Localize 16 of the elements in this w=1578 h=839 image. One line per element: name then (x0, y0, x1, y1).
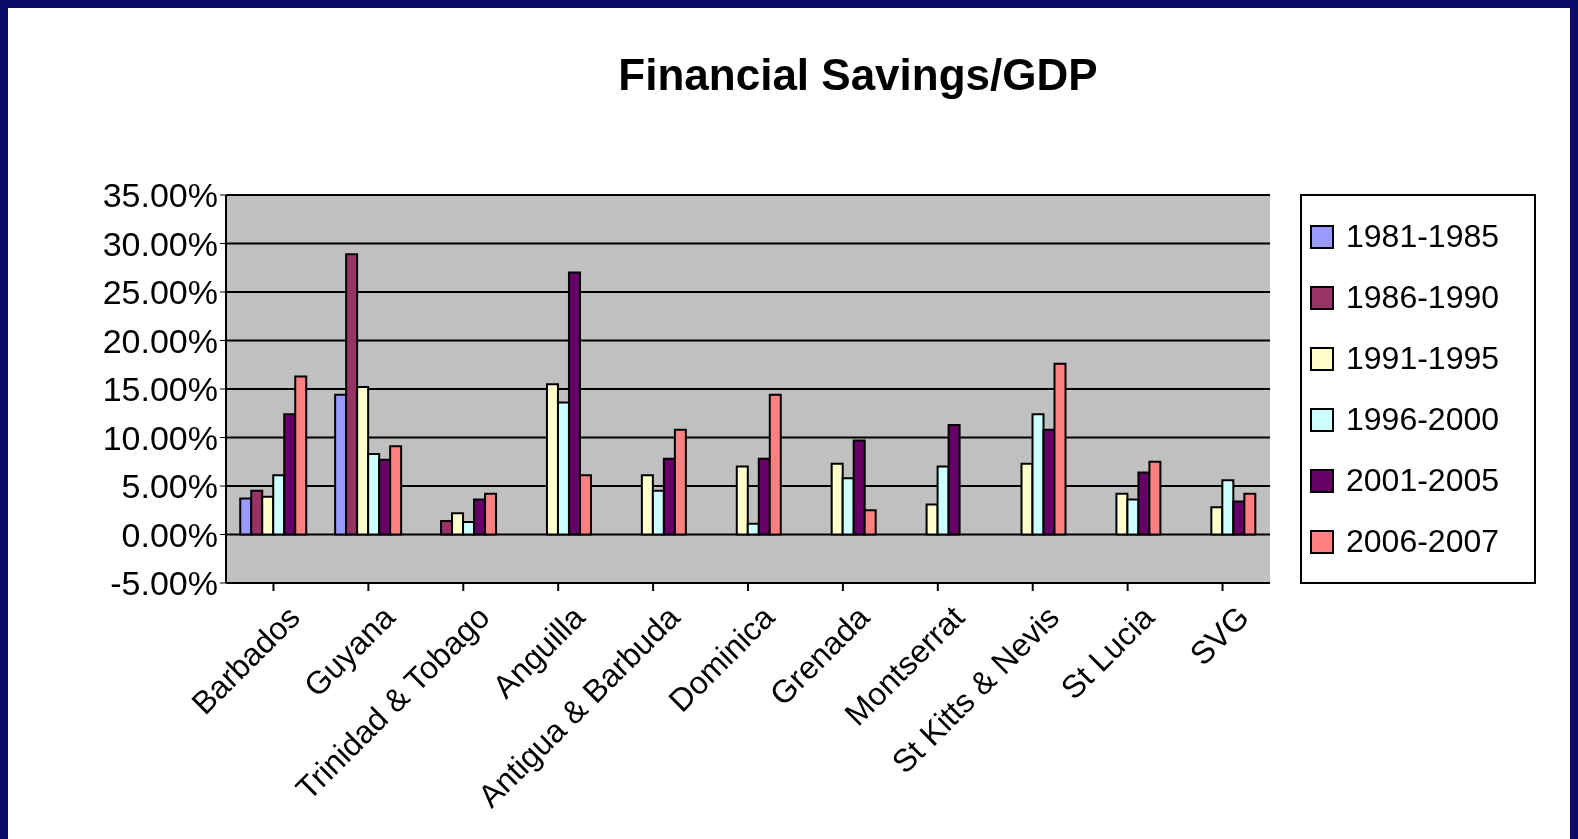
legend-label: 2001-2005 (1346, 462, 1500, 499)
y-tick-label: 35.00% (102, 176, 218, 215)
y-tick-label: 25.00% (102, 273, 218, 312)
legend-label: 2006-2007 (1346, 523, 1500, 560)
chart-title: Financial Savings/GDP (617, 50, 1099, 100)
y-tick-label: 30.00% (102, 224, 218, 263)
y-tick-label: 15.00% (102, 370, 218, 409)
legend-label: 1996-2000 (1346, 401, 1500, 438)
y-tick-label: -5.00% (110, 564, 218, 603)
y-tick-label: 5.00% (121, 467, 218, 506)
y-tick-label: 20.00% (102, 321, 218, 360)
y-tick-label: 0.00% (121, 515, 218, 554)
y-tick-label: 10.00% (102, 418, 218, 457)
legend-label: 1986-1990 (1346, 279, 1500, 316)
legend-label: 1991-1995 (1346, 340, 1500, 377)
legend-label: 1981-1985 (1346, 218, 1500, 255)
